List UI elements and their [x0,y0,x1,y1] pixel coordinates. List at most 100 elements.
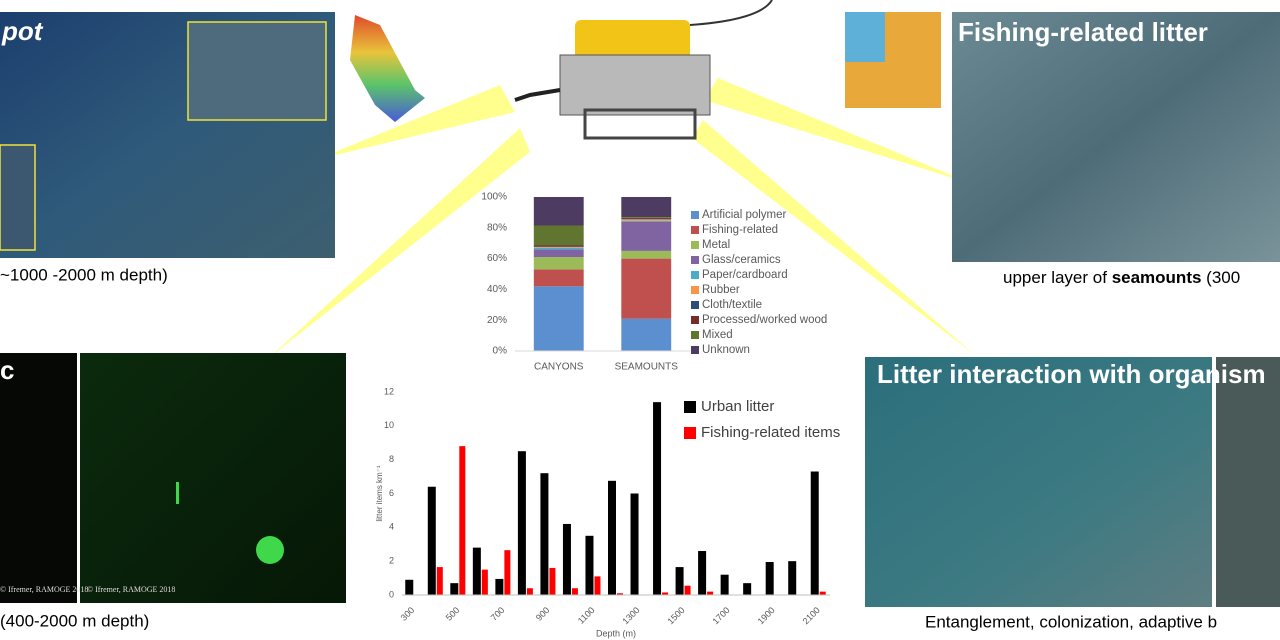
y-tick-label: 60% [487,253,507,264]
beam [704,78,975,185]
legend-label: Paper/cardboard [702,269,788,281]
bar-segment [533,225,584,246]
bar [436,567,443,595]
legend-swatch [691,211,699,219]
bar-segment [621,220,672,222]
caption: upper layer of seamounts (300 [1003,268,1240,287]
bar [698,551,707,595]
plastic-photo [0,353,77,603]
legend-swatch [691,256,699,264]
bar-segment [533,197,584,226]
y-tick-label: 40% [487,284,507,295]
x-tick-label: SEAMOUNTS [615,362,679,373]
bathymetry [350,15,425,122]
map [845,12,885,62]
bar-segment [533,246,584,248]
y-tick-label: 10 [384,420,394,430]
bar-segment [621,219,672,221]
beam [692,120,975,355]
x-tick-label: 2100 [801,605,822,626]
bar [720,574,729,595]
x-tick-label: 700 [489,605,507,623]
bar [743,583,752,595]
y-tick-label: 20% [487,315,507,326]
y-tick-label: 8 [389,454,394,464]
x-tick-label: 1700 [710,605,731,626]
bar-segment [533,249,584,258]
bar [788,561,797,595]
bar [549,567,556,595]
panel-title: pot [1,16,44,46]
bar [684,585,691,595]
panel-title: c [0,355,14,385]
x-tick-label: 300 [399,605,417,623]
rov [514,0,773,140]
beam [270,128,530,357]
bar-segment [621,318,672,351]
bar [819,591,826,595]
bar-segment [533,247,584,248]
bar [427,486,436,595]
legend-swatch [691,286,699,294]
caption-part: seamounts [1112,268,1202,287]
y-tick-label: 80% [487,222,507,233]
caption: (400-2000 m depth) [0,611,149,630]
bar [526,588,533,595]
bar [504,550,511,595]
fluorescent-litter [256,536,284,564]
legend-swatch [684,427,696,439]
bar-segment [621,217,672,218]
y-tick-label: 2 [389,556,394,566]
bar-segment [533,247,584,250]
legend-swatch [691,331,699,339]
bar [810,471,819,595]
legend-label: Urban litter [701,398,774,415]
x-tick-label: 500 [444,605,462,623]
bar [653,402,662,595]
bar-segment [621,221,672,251]
y-tick-label: 6 [389,488,394,498]
bar [707,591,714,595]
organisms-photo [865,357,1212,607]
bar-segment [621,218,672,220]
x-tick-label: 1500 [665,605,686,626]
bar [662,592,669,595]
x-tick-label: 900 [534,605,552,623]
inset-photo [0,144,36,251]
caption-part: upper layer of [1003,268,1112,287]
bar [481,569,488,595]
y-tick-label: 0 [389,589,394,599]
x-tick-label: CANYONS [534,362,584,373]
y-tick-label: 4 [389,522,394,532]
legend-label: Rubber [702,284,740,296]
bar [630,493,639,595]
fluorescent-litter [176,482,179,504]
legend-label: Fishing-related [702,224,778,236]
x-tick-label: 1300 [620,605,641,626]
legend-label: Cloth/textile [702,299,762,311]
legend-label: Glass/ceramics [702,254,781,266]
bar-segment [621,217,672,219]
caption-part: (300 [1201,268,1240,287]
bar [765,562,774,595]
legend-label: Metal [702,239,730,251]
seamount-photo [952,12,1280,262]
legend-swatch [691,271,699,279]
panel-title: Fishing-related litter [958,17,1208,47]
legend-label: Artificial polymer [702,209,787,221]
bar [405,579,414,595]
bar-segment [533,245,584,247]
bar [675,567,684,595]
legend-swatch [691,226,699,234]
bar [540,473,549,595]
bar [617,593,623,595]
credit: © Ifremer, RAMOGE 2018 [87,585,175,594]
bar [585,535,594,595]
bar [459,446,466,595]
y-axis-label: litter items km⁻¹ [375,465,384,522]
inset-photo [187,21,327,121]
legend-label: Processed/worked wood [702,314,827,326]
credit: © Ifremer, RAMOGE 2018 [0,585,88,594]
